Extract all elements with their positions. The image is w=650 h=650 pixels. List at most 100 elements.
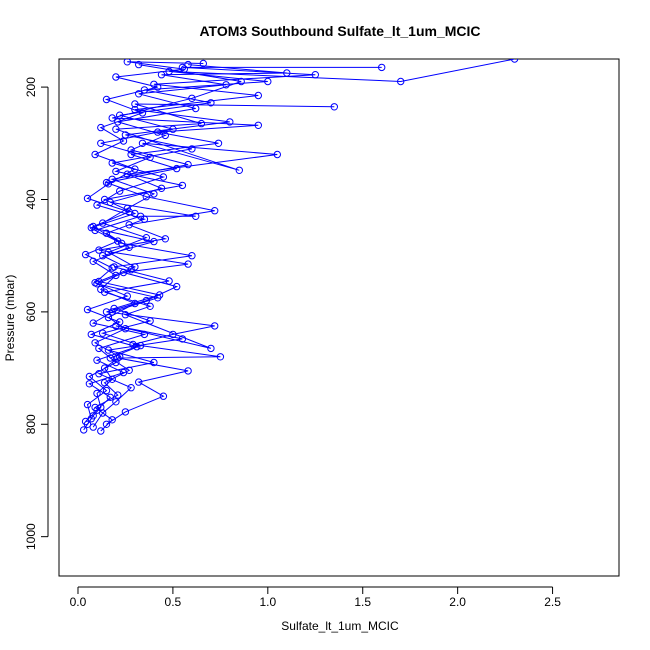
data-point — [95, 370, 103, 378]
axes-layer: 0.0 0.5 1.0 1.5 2.0 2.5 200 400 600 800 1000 — [24, 77, 561, 609]
series-5 — [91, 60, 291, 435]
data-point — [207, 99, 215, 107]
data-point — [254, 91, 262, 100]
data-point — [104, 248, 113, 257]
data-point — [87, 330, 96, 339]
data-point — [108, 159, 116, 167]
data-point — [216, 353, 225, 361]
data-point — [95, 277, 103, 286]
data-point — [112, 125, 120, 133]
data-point — [192, 104, 200, 113]
data-point — [123, 170, 132, 178]
data-point — [211, 207, 219, 215]
series-line — [98, 64, 259, 425]
data-point — [127, 146, 135, 154]
y-axis-label: Pressure (mbar) — [3, 275, 17, 362]
y-tick-label: 1000 — [24, 523, 38, 550]
data-point — [154, 83, 162, 91]
y-tick-label: 800 — [24, 414, 38, 434]
data-point — [237, 77, 245, 86]
data-point — [135, 90, 143, 98]
data-point — [125, 366, 133, 374]
data-point — [93, 389, 101, 398]
data-point — [100, 364, 109, 372]
data-point — [91, 150, 99, 159]
data-point — [112, 73, 120, 81]
data-point — [188, 145, 196, 153]
x-tick-label: 2.0 — [449, 595, 466, 609]
data-point — [102, 308, 111, 316]
x-tick-label: 1.5 — [354, 595, 371, 609]
data-point — [83, 305, 92, 314]
data-point — [112, 358, 120, 367]
y-tick-label: 400 — [24, 189, 38, 209]
x-tick-label: 0.0 — [70, 595, 87, 609]
data-point — [99, 409, 107, 417]
data-point — [127, 150, 135, 159]
data-point — [135, 378, 143, 386]
data-point — [157, 71, 166, 79]
data-point — [184, 60, 192, 69]
data-point — [178, 63, 187, 72]
data-point — [146, 317, 154, 325]
data-point — [178, 181, 187, 190]
x-tick-label: 2.5 — [544, 595, 561, 609]
data-point — [123, 59, 131, 66]
data-point — [112, 322, 120, 330]
data-point — [114, 391, 122, 399]
data-point — [254, 121, 262, 130]
data-point — [173, 282, 181, 291]
data-point — [184, 160, 192, 169]
data-point — [157, 184, 166, 193]
plot-frame — [58, 58, 620, 577]
data-point — [89, 222, 97, 231]
data-point — [100, 195, 109, 204]
data-point — [159, 392, 168, 400]
data-point — [104, 346, 113, 354]
data-point — [125, 221, 133, 229]
data-point — [199, 59, 208, 68]
data-point — [161, 235, 170, 243]
data-point — [81, 250, 90, 259]
series-line — [92, 103, 335, 428]
data-point — [283, 69, 291, 77]
data-point — [159, 173, 168, 181]
data-point — [108, 416, 116, 424]
data-point — [173, 164, 181, 173]
series-4 — [81, 59, 208, 426]
data-point — [188, 252, 196, 260]
data-point — [150, 358, 158, 367]
data-point — [108, 175, 116, 184]
series-line — [94, 64, 287, 432]
data-point — [110, 304, 118, 313]
data-point — [180, 65, 189, 73]
data-point — [80, 426, 88, 434]
data-point — [169, 125, 177, 133]
series-layer — [80, 59, 519, 435]
data-point — [264, 77, 272, 86]
data-point — [89, 423, 97, 431]
data-point — [83, 194, 92, 203]
y-tick-label: 200 — [24, 77, 38, 97]
data-point — [116, 187, 124, 195]
chart-title: ATOM3 Southbound Sulfate_lt_1um_MCIC — [199, 23, 480, 39]
data-point — [131, 165, 139, 173]
data-point — [85, 372, 94, 381]
data-point — [114, 237, 122, 245]
data-point — [146, 302, 154, 310]
data-point — [99, 252, 107, 260]
series-line — [84, 61, 204, 422]
series-line — [83, 59, 515, 431]
data-point — [192, 212, 200, 221]
data-point — [127, 384, 135, 392]
data-point — [510, 59, 519, 63]
data-point — [135, 60, 143, 69]
y-tick-label: 600 — [24, 302, 38, 322]
series-1 — [80, 59, 519, 434]
data-point — [91, 279, 99, 287]
data-point — [207, 344, 215, 353]
data-point — [83, 400, 92, 409]
data-point — [378, 63, 386, 72]
data-point — [123, 204, 132, 213]
